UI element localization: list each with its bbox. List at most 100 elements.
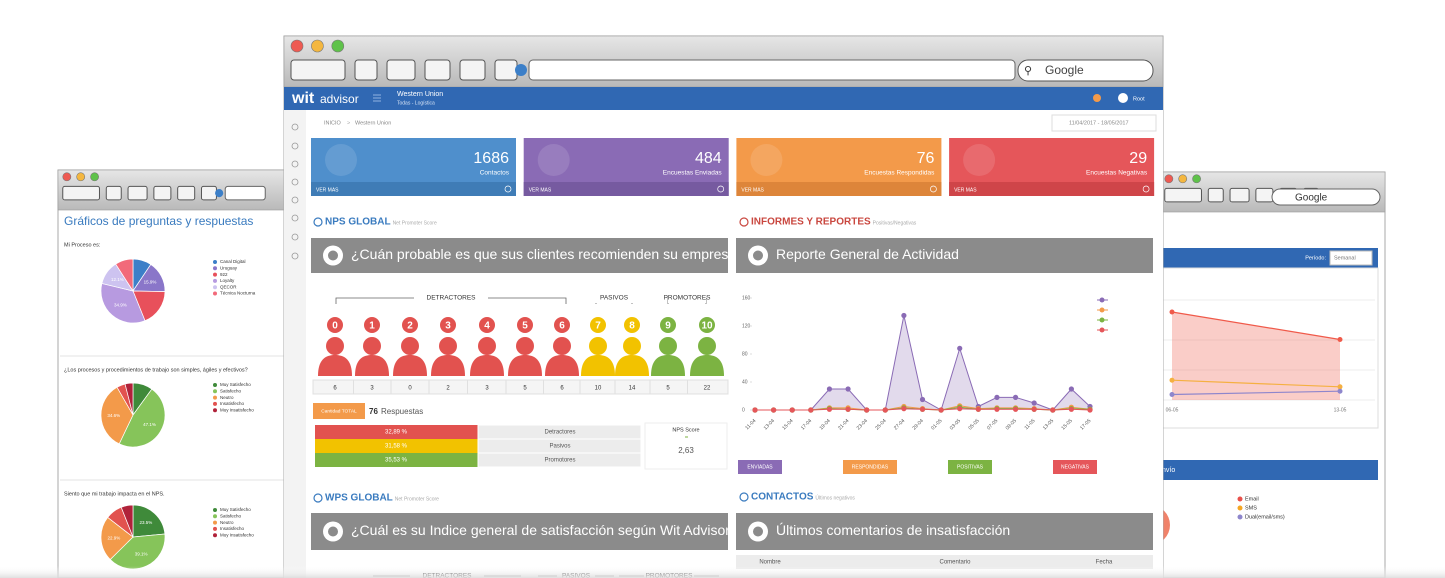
card-footer[interactable] [311,182,516,196]
period-select[interactable] [1329,250,1373,266]
toolbar-button[interactable] [1255,187,1274,203]
count-cell: 10 [595,386,602,392]
address-bar[interactable] [528,59,1016,81]
slice-label: 34.9% [114,303,127,308]
series-toggle-label[interactable]: ENVIADAS [747,464,773,470]
toolbar-button[interactable] [494,59,518,81]
person-body [615,355,649,376]
label: Cantidad TOTAL [321,408,357,414]
percent-value: 35,53 % [385,458,408,464]
person-body [690,355,724,376]
toolbar-button[interactable] [424,59,451,81]
bar-cell [315,439,478,453]
series-point [957,345,963,351]
series-point [1031,400,1037,406]
series-toggle[interactable] [843,460,897,474]
card-footer[interactable] [736,182,942,196]
card-value: 1686 [473,150,509,167]
section-icon [739,492,749,502]
search-box[interactable] [1271,188,1381,206]
series-point [994,394,1000,400]
card-link[interactable]: VER MAS [954,187,977,193]
series-point [994,406,1000,412]
series-toggle-label[interactable]: NEGATIVAS [1061,464,1090,470]
count-cell: 14 [629,386,636,392]
chart-title: Mi Proceso es: [64,242,101,248]
person-head [439,337,457,355]
date-picker[interactable] [1051,114,1157,132]
label: Período: [1305,255,1326,261]
search-icon: ⚲ [1024,65,1032,77]
card-link[interactable]: VER MAS [741,187,764,193]
address-bar[interactable] [224,185,266,201]
section-subtitle: Net Promoter Score [393,220,437,226]
user-menu[interactable]: Root [1133,96,1145,102]
legend-swatch [1099,317,1105,323]
account-name[interactable]: Western Union [397,91,443,98]
toolbar-button[interactable] [127,185,148,201]
legend-swatch [213,285,217,290]
series-point [752,407,758,413]
card-footer[interactable] [949,182,1155,196]
person-body [431,355,465,376]
toolbar-button[interactable] [200,185,217,201]
series-toggle[interactable] [1053,460,1097,474]
series-toggle[interactable] [738,460,782,474]
series-toggle-label[interactable]: RESPONDIDAS [852,464,889,470]
panel-icon [753,250,763,261]
panel-header [736,513,1153,550]
toolbar-button[interactable] [105,185,122,201]
toolbar-button[interactable] [1229,187,1250,203]
toolbar-button[interactable] [459,59,486,81]
legend-label: Neutro [220,520,234,525]
score-badge [590,317,606,333]
globe-icon [215,189,224,198]
legend-label: Insatisfecho [220,526,245,531]
select-value: Semanal [1334,255,1356,261]
card-link[interactable]: VER MAS [529,187,552,193]
browser-window [57,169,287,578]
series-point [919,406,926,412]
window-button [311,39,324,53]
toolbar-button[interactable] [177,185,196,201]
search-box[interactable] [1017,59,1154,82]
slice-label: 12.1% [111,277,124,282]
series-point [938,407,944,413]
section-icon [313,217,323,227]
chart-title: Siento que mi trabajo impacta en el NPS. [64,491,165,497]
legend-label: 922 [220,272,228,277]
series-point [882,407,888,413]
toolbar-button[interactable] [1207,187,1224,203]
series-point [901,406,907,412]
series-point [1169,392,1175,397]
toolbar-button[interactable] [290,59,346,81]
count-cell: 2 [446,386,450,392]
toolbar-button[interactable] [354,59,378,81]
account-sub: Todas - Logística [397,100,435,106]
count-cell: 6 [560,386,564,392]
slice-label: 15.9% [144,279,157,284]
logo: wit [291,90,315,107]
card-footer[interactable] [523,182,729,196]
series-toggle-label[interactable]: POSITIVAS [957,464,984,470]
toolbar-button[interactable] [153,185,172,201]
person-body [318,355,352,376]
legend-swatch [213,278,217,283]
score-badge [554,317,570,333]
legend-label: Insatisfecho [220,401,245,406]
person-head [698,337,716,355]
score-label: 1 [369,321,375,332]
card-link[interactable]: VER MAS [316,187,339,193]
panel-header [311,238,728,273]
label: Respuestas [381,407,423,416]
score-label: 3 [445,321,451,332]
toolbar-button[interactable] [62,185,100,201]
person-head [623,337,641,355]
toolbar-button[interactable] [1164,187,1202,203]
label: 11/04/2017 - 18/05/2017 [1069,120,1129,126]
toolbar-button[interactable] [386,59,416,81]
series-toggle[interactable] [948,460,992,474]
sidebar-icon [291,252,299,260]
legend-swatch [1099,327,1105,333]
